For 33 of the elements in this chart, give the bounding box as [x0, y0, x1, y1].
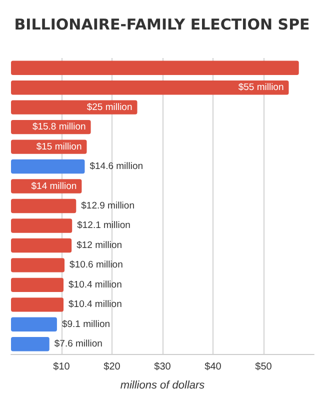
bar	[11, 80, 289, 95]
data-label: $10.4 million	[68, 299, 122, 310]
data-label: $14 million	[31, 180, 77, 192]
data-label: $14.6 million	[90, 161, 144, 172]
bar	[11, 159, 85, 174]
x-axis-title: millions of dollars	[120, 380, 206, 392]
data-label: $9.1 million	[62, 318, 110, 330]
bar	[11, 337, 50, 352]
x-tick-label: $30	[154, 362, 172, 372]
data-label: $12 million	[76, 240, 122, 251]
bar	[11, 238, 72, 253]
data-label: $15.8 million	[32, 122, 86, 133]
bar	[11, 100, 138, 114]
data-label: $12.9 million	[81, 200, 134, 212]
data-label: $12.1 million	[77, 220, 130, 232]
bar	[11, 218, 72, 233]
bar	[11, 317, 57, 332]
x-tick-label: $40	[204, 362, 222, 372]
bar	[11, 298, 64, 312]
bar	[11, 278, 64, 292]
data-label: $25 million	[86, 102, 132, 113]
data-label: $15 million	[36, 141, 82, 152]
chart-title: BILLIONAIRE-FAMILY ELECTION SPE	[14, 16, 310, 34]
x-tick-label: $20	[104, 362, 121, 372]
x-tick-label: $10	[53, 362, 70, 372]
data-label: $10.6 million	[70, 260, 123, 271]
data-label: $10.4 million	[68, 279, 122, 290]
bar	[11, 60, 299, 75]
data-label: $7.6 million	[54, 338, 102, 350]
bar	[11, 198, 76, 214]
bar	[11, 258, 65, 272]
x-tick-label: $50	[255, 362, 272, 372]
data-label: $55 million	[238, 82, 284, 94]
